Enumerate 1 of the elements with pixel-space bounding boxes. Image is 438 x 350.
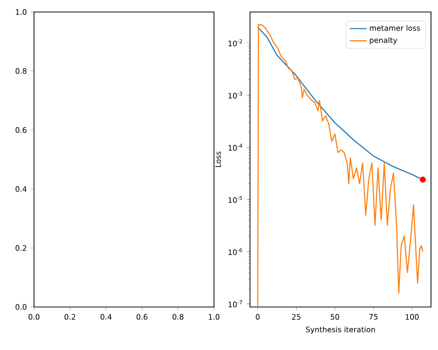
line-series (257, 24, 424, 308)
